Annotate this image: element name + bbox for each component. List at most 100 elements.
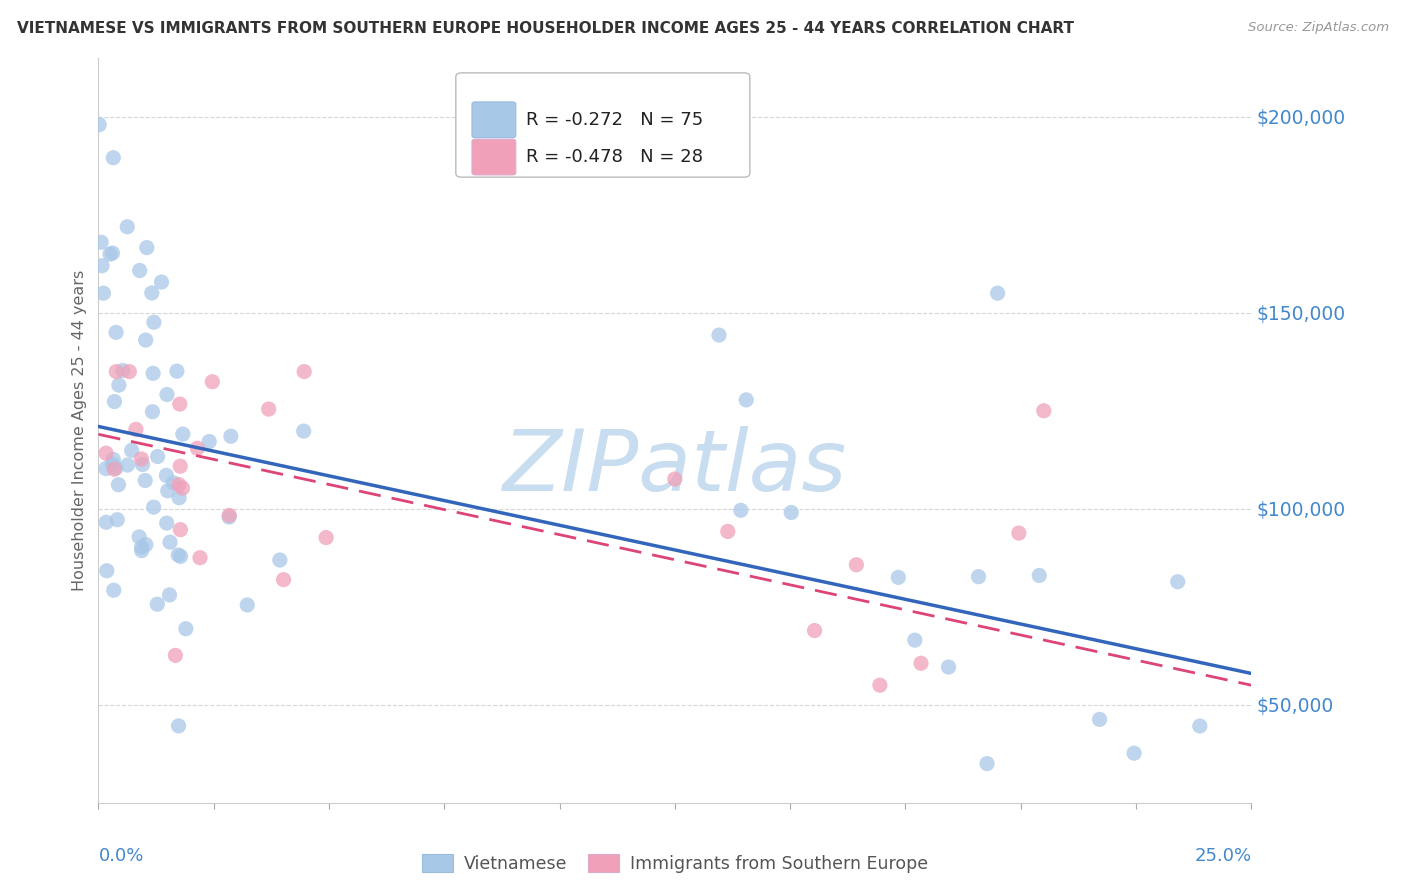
Point (166, 364, 188, 378)
Point (156, 516, 179, 530)
Point (117, 458, 139, 472)
Point (292, 424, 315, 438)
Text: R = -0.478   N = 28: R = -0.478 N = 28 (526, 148, 703, 166)
Point (111, 363, 134, 377)
Point (146, 597, 169, 611)
FancyBboxPatch shape (472, 139, 516, 175)
Point (904, 633, 927, 648)
Point (780, 506, 803, 520)
Point (105, 326, 128, 340)
Point (188, 550, 211, 565)
FancyBboxPatch shape (472, 102, 516, 137)
Point (94, 446, 117, 460)
Point (269, 553, 291, 567)
Text: ZIPatlas: ZIPatlas (503, 426, 846, 509)
Point (1188, 719, 1211, 733)
Point (292, 365, 315, 379)
Point (174, 622, 197, 636)
Point (987, 286, 1010, 301)
Point (96, 564, 118, 578)
Point (159, 535, 181, 549)
Point (967, 570, 990, 584)
Point (1167, 574, 1189, 589)
Point (172, 481, 194, 495)
Point (96, 515, 118, 529)
Point (156, 387, 179, 401)
Point (167, 477, 190, 491)
Point (150, 275, 173, 289)
Point (105, 513, 128, 527)
Point (118, 365, 141, 379)
Point (845, 558, 868, 572)
Point (1032, 404, 1054, 418)
Text: R = -0.272   N = 75: R = -0.272 N = 75 (526, 111, 703, 128)
Point (218, 508, 240, 523)
Point (105, 365, 128, 379)
Point (219, 429, 242, 443)
Point (165, 648, 187, 663)
Point (103, 151, 125, 165)
Point (717, 524, 740, 539)
Point (105, 461, 128, 475)
Point (142, 500, 165, 515)
Point (135, 241, 157, 255)
Point (169, 459, 191, 474)
Point (218, 510, 240, 524)
Point (135, 538, 157, 552)
Point (236, 598, 259, 612)
Point (159, 588, 181, 602)
Point (103, 394, 125, 409)
Point (273, 573, 295, 587)
Point (162, 475, 184, 490)
Point (108, 378, 131, 392)
Point (803, 624, 825, 638)
Point (142, 367, 165, 381)
Point (664, 472, 686, 486)
Point (735, 392, 758, 407)
Point (131, 458, 153, 472)
Point (707, 328, 730, 343)
Text: 25.0%: 25.0% (1194, 847, 1251, 865)
Point (976, 756, 998, 771)
Point (142, 315, 165, 329)
Point (141, 285, 163, 300)
Point (315, 531, 337, 545)
Y-axis label: Householder Income Ages 25 - 44 years: Householder Income Ages 25 - 44 years (72, 269, 87, 591)
Point (146, 450, 169, 464)
Text: Source: ZipAtlas.com: Source: ZipAtlas.com (1249, 21, 1389, 34)
Point (91, 259, 114, 273)
Point (90, 235, 112, 250)
Point (167, 548, 190, 562)
Point (135, 333, 157, 347)
Point (198, 434, 221, 449)
Point (869, 678, 891, 692)
Point (93, 286, 115, 301)
Point (128, 530, 150, 544)
Point (172, 427, 194, 442)
Point (169, 549, 191, 564)
Point (887, 570, 910, 584)
Point (201, 375, 224, 389)
Point (94, 461, 117, 475)
Point (98, 247, 121, 261)
Point (167, 491, 190, 505)
Point (1028, 568, 1050, 582)
Point (169, 523, 191, 537)
Point (169, 397, 191, 411)
Point (257, 402, 280, 417)
Point (117, 219, 139, 234)
Point (938, 660, 960, 674)
Point (141, 405, 163, 419)
Point (131, 543, 153, 558)
Point (167, 719, 190, 733)
Point (156, 483, 179, 498)
Point (131, 540, 153, 554)
Point (134, 474, 156, 488)
Legend: Vietnamese, Immigrants from Southern Europe: Vietnamese, Immigrants from Southern Eur… (415, 847, 935, 880)
Point (107, 477, 129, 491)
Point (103, 583, 125, 598)
Point (103, 452, 125, 467)
Point (103, 462, 125, 476)
FancyBboxPatch shape (456, 73, 749, 178)
Point (121, 443, 143, 458)
